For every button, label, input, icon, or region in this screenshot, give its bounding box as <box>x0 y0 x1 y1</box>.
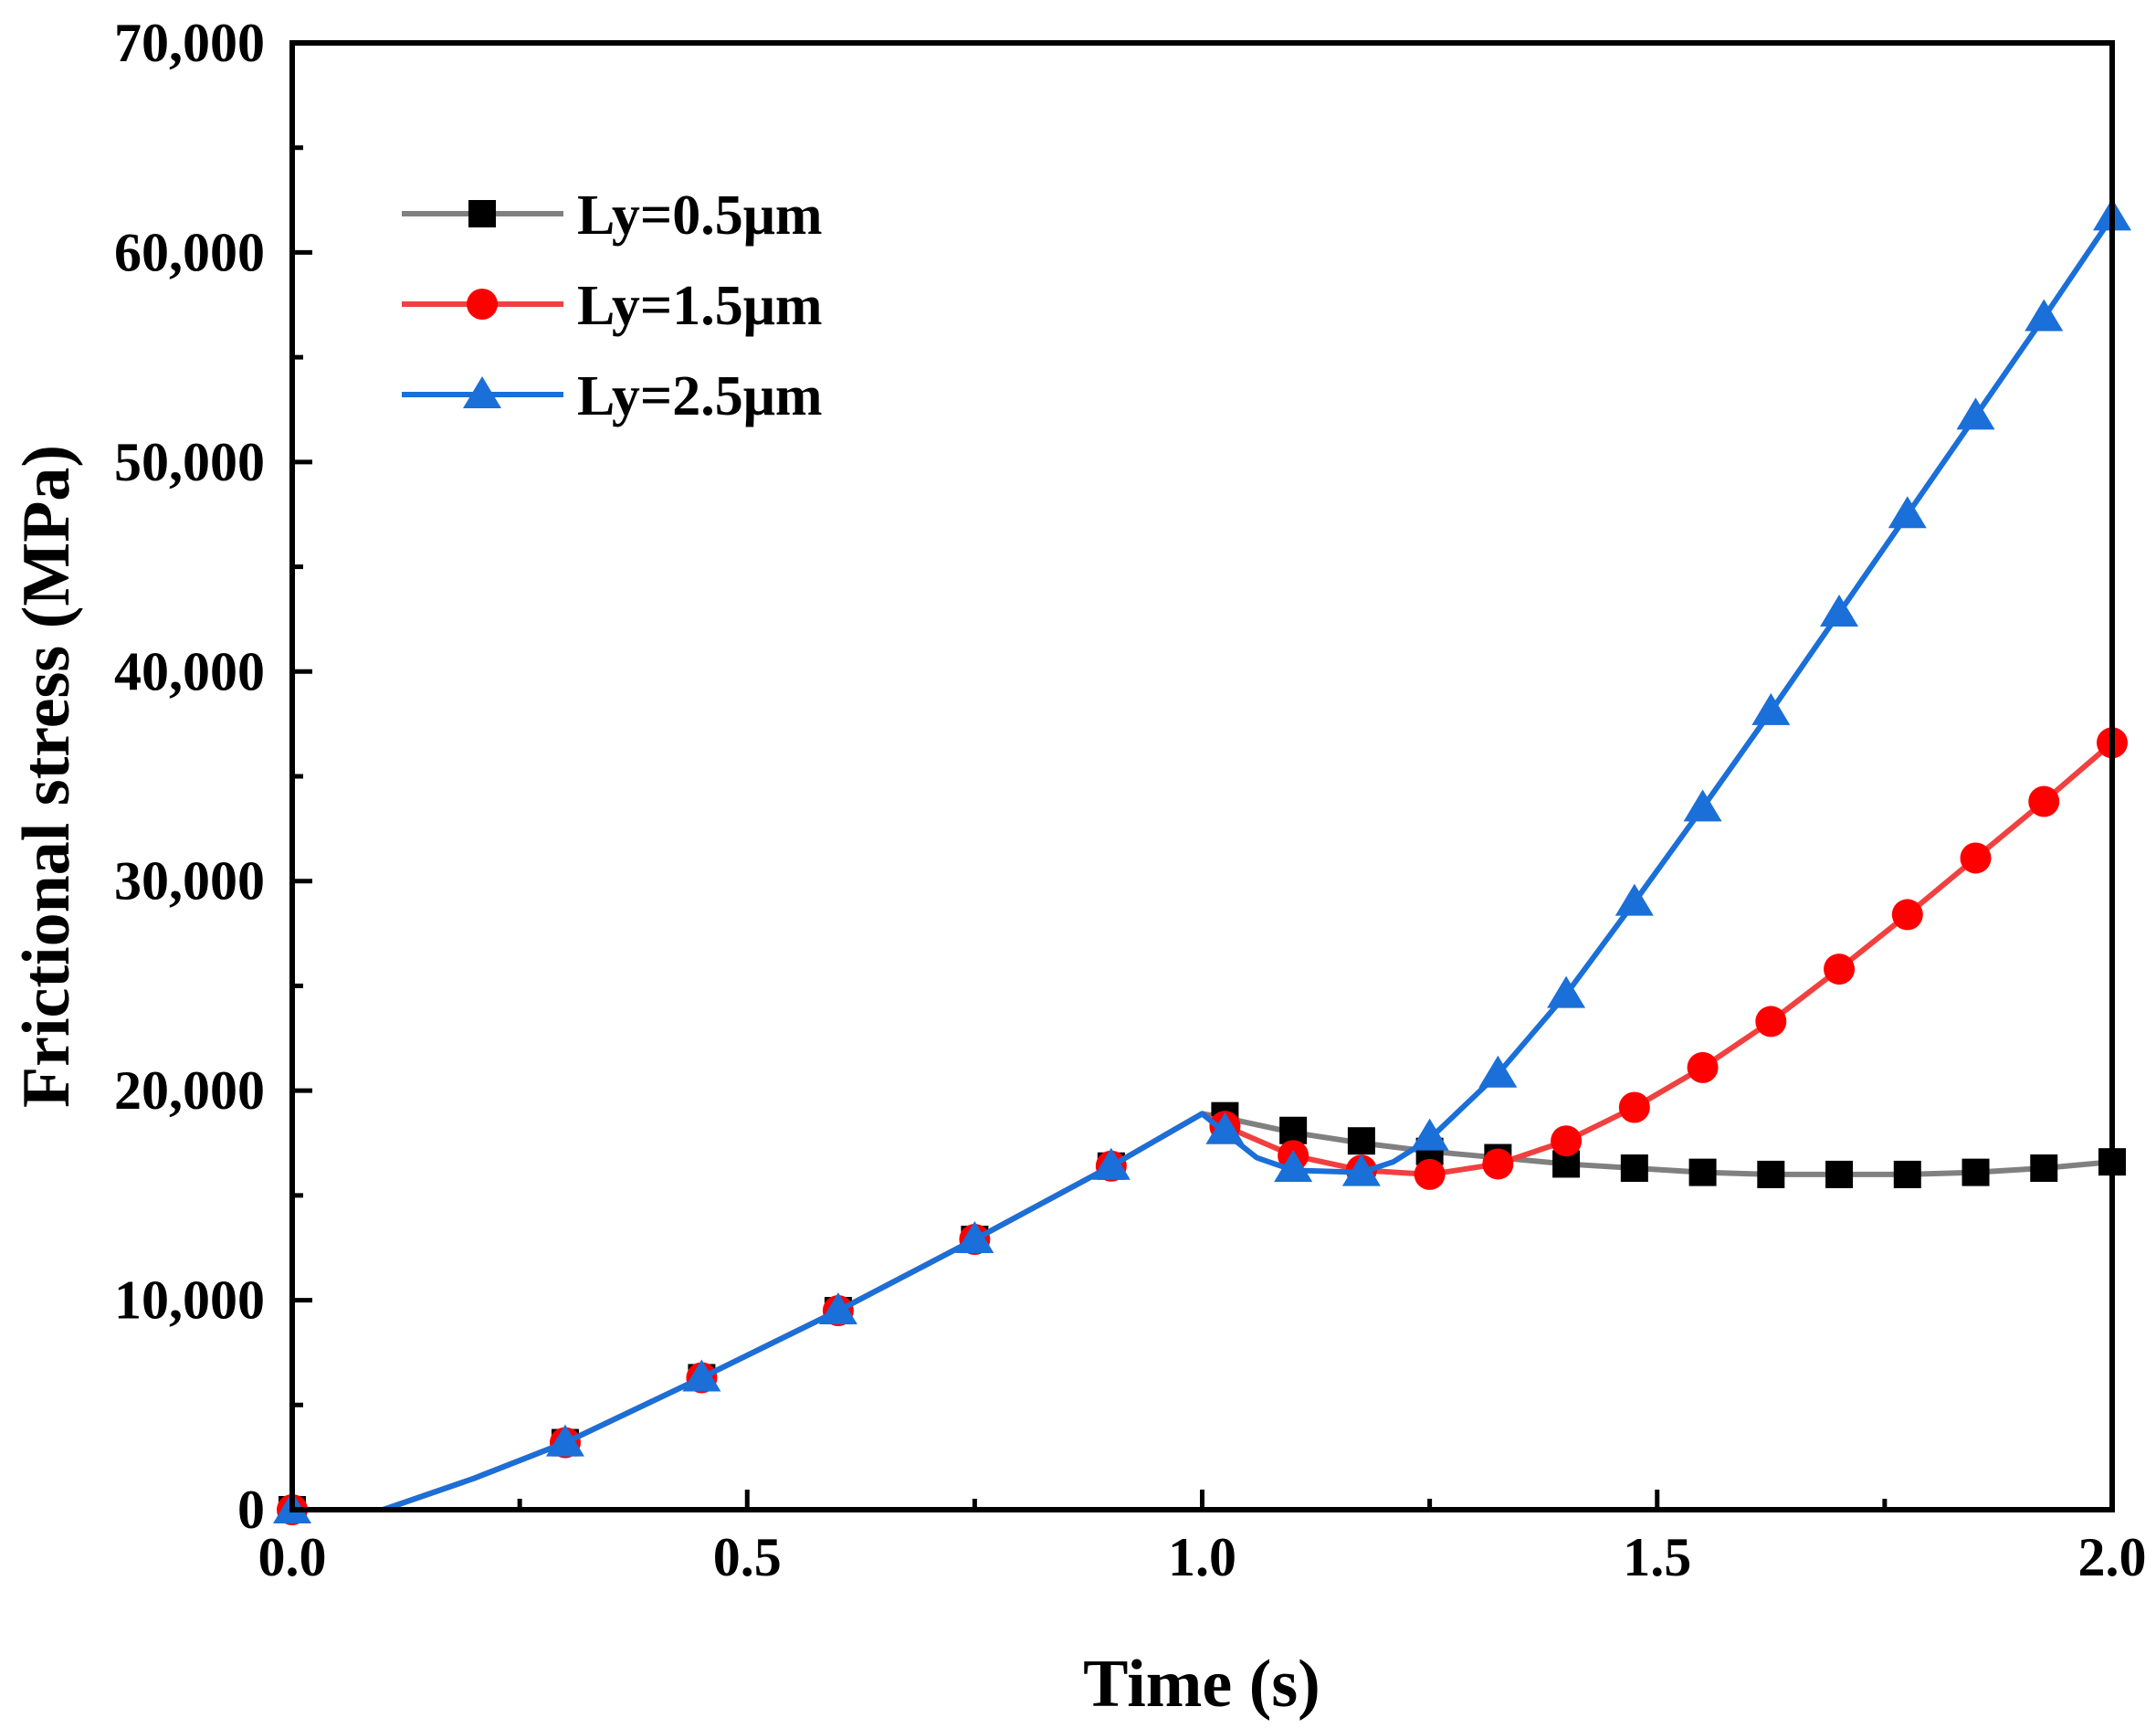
y-tick-label: 40,000 <box>114 641 265 701</box>
x-tick-label: 0.0 <box>258 1527 327 1587</box>
plot-marks <box>273 198 2131 1525</box>
y-tick-label: 0 <box>237 1480 265 1540</box>
legend-label: Ly=0.5μm <box>577 184 823 247</box>
legend-marker <box>467 289 498 320</box>
series-3-point <box>682 1359 721 1392</box>
series-3-point <box>1888 496 1927 529</box>
axis-ticks: 0.0 0.5 1.0 1.5 2.0 0 10,000 20,000 30,000 40,000… <box>114 13 2147 1587</box>
series-3-point <box>1683 789 1722 822</box>
legend-label: Ly=1.5μm <box>577 275 823 337</box>
series-2-point <box>1414 1158 1446 1190</box>
series-3-point <box>1478 1055 1518 1088</box>
series-1-point <box>1961 1158 1990 1186</box>
series-2-point <box>1551 1125 1583 1157</box>
series-2-point <box>1960 842 1992 874</box>
series-3-point <box>2025 299 2064 332</box>
series-3-point <box>1091 1147 1131 1180</box>
legend-marker <box>463 376 501 408</box>
series-3-point <box>1205 1112 1245 1144</box>
series-2-point <box>1482 1148 1514 1180</box>
series-1-point <box>1620 1154 1648 1183</box>
y-axis-title: Frictional stress (MPa) <box>9 445 84 1108</box>
series-1 <box>279 1101 2126 1523</box>
series-1-point <box>1893 1160 1921 1188</box>
series-1-point <box>1757 1160 1785 1188</box>
series-3-point <box>1410 1118 1449 1151</box>
x-tick-label: 1.0 <box>1168 1527 1236 1587</box>
y-tick-label: 70,000 <box>114 13 265 73</box>
series-3-point <box>1820 595 1859 627</box>
y-tick-label: 30,000 <box>114 851 265 911</box>
x-tick-label: 1.5 <box>1623 1527 1691 1587</box>
series-1-point <box>1279 1116 1308 1144</box>
series-2-point <box>1755 1006 1787 1038</box>
series-3-point <box>1547 975 1586 1008</box>
legend-marker <box>468 200 496 227</box>
series-2-point <box>1891 899 1923 931</box>
y-tick-label: 10,000 <box>114 1270 265 1331</box>
series-1-point <box>1347 1127 1375 1155</box>
series-3-point <box>1751 692 1791 725</box>
plot-frame <box>289 40 2115 1512</box>
series-3-point <box>1956 397 1995 430</box>
series-2 <box>277 727 2128 1525</box>
series-3-point <box>1274 1150 1313 1183</box>
series-2-point <box>1824 954 1856 985</box>
series-2-line <box>292 741 2114 1512</box>
series-3-point <box>1614 883 1654 916</box>
series-3-point <box>1341 1154 1381 1186</box>
legend: Ly=0.5μm Ly=1.5μm Ly=2.5μm <box>402 184 823 427</box>
series-3-point <box>955 1221 994 1254</box>
series-3-point <box>818 1292 857 1325</box>
series-1-point <box>1825 1160 1854 1188</box>
y-tick-label: 50,000 <box>114 432 265 492</box>
x-tick-label: 2.0 <box>2078 1527 2147 1587</box>
series-3-point <box>545 1424 584 1457</box>
series-1-point <box>2030 1154 2058 1183</box>
series-2-point <box>1618 1091 1650 1123</box>
series-3-line <box>292 215 2115 1512</box>
series-2-point <box>2028 785 2060 817</box>
series-1-point <box>1688 1158 1717 1186</box>
x-tick-label: 0.5 <box>713 1527 782 1587</box>
y-tick-label: 60,000 <box>114 222 265 282</box>
series-3 <box>273 198 2131 1523</box>
series-2-point <box>1687 1051 1719 1083</box>
legend-label: Ly=2.5μm <box>577 365 823 427</box>
y-tick-label: 20,000 <box>114 1060 265 1121</box>
x-axis-title: Time (s) <box>1083 1647 1320 1722</box>
